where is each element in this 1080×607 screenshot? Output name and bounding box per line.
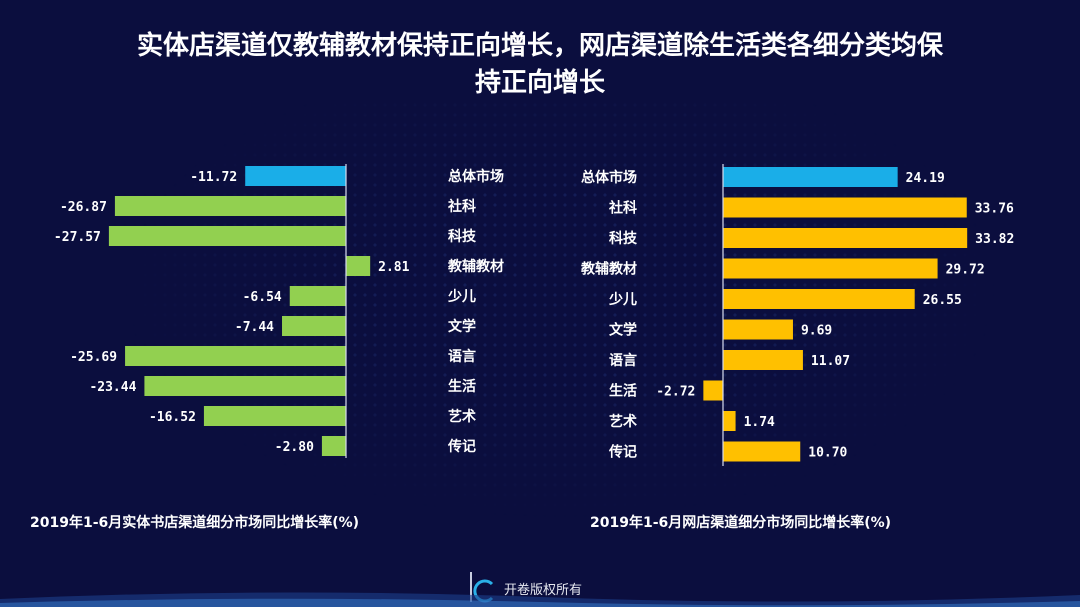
category-label: 教辅教材: [581, 261, 637, 278]
category-label: 科技: [448, 228, 477, 245]
category-label: 传记: [608, 444, 637, 461]
category-label: 少儿: [447, 288, 476, 305]
category-label: 传记: [447, 438, 476, 455]
data-label: -23.44: [89, 380, 136, 395]
bar-科技: [108, 226, 346, 246]
bar-生活: [144, 376, 346, 396]
bar-少儿: [723, 289, 915, 309]
bar-传记: [321, 436, 346, 456]
bar-教辅教材: [346, 256, 371, 276]
bar-少儿: [289, 286, 346, 306]
category-label: 总体市场: [448, 168, 504, 185]
bar-语言: [723, 350, 803, 370]
data-label: 33.76: [975, 202, 1014, 217]
data-label: 9.69: [801, 324, 832, 339]
bar-社科: [723, 197, 967, 218]
data-label: 24.19: [906, 171, 945, 186]
category-label: 社科: [447, 198, 476, 215]
bar-社科: [114, 196, 346, 216]
data-label: -2.72: [656, 385, 695, 400]
bar-生活: [703, 380, 723, 401]
bar-文学: [723, 319, 793, 340]
data-label: 33.82: [975, 232, 1014, 247]
category-label: 科技: [609, 230, 638, 247]
data-label: -2.80: [275, 440, 314, 455]
data-label: -26.87: [60, 200, 107, 215]
category-label: 社科: [608, 200, 637, 217]
bar-语言: [125, 346, 346, 366]
category-label: 文学: [448, 318, 476, 335]
category-label: 语言: [448, 348, 476, 365]
bar-艺术: [723, 411, 736, 431]
data-label: 10.70: [808, 446, 847, 461]
data-label: 26.55: [923, 293, 962, 308]
title-line-1: 实体店渠道仅教辅教材保持正向增长，网店渠道除生活类各细分类均保: [136, 31, 943, 61]
data-label: 2.81: [378, 260, 409, 275]
bar-文学: [282, 316, 346, 336]
category-label: 文学: [609, 322, 637, 339]
title-line-2: 持正向增长: [474, 68, 605, 98]
bar-传记: [723, 441, 801, 462]
bar-艺术: [203, 406, 346, 426]
data-label: 1.74: [744, 415, 775, 430]
bar-科技: [723, 228, 968, 248]
data-label: -27.57: [54, 230, 101, 245]
bar-教辅教材: [723, 258, 938, 279]
data-label: -16.52: [149, 410, 196, 425]
data-label: 11.07: [811, 354, 850, 369]
left-chart-caption: 2019年1-6月实体书店渠道细分市场同比增长率(%): [30, 515, 360, 531]
category-label: 语言: [609, 352, 637, 369]
right-chart-caption: 2019年1-6月网店渠道细分市场同比增长率(%): [590, 515, 892, 531]
category-label: 艺术: [448, 408, 476, 425]
copyright-text: 开卷版权所有: [504, 582, 583, 598]
category-label: 少儿: [608, 291, 637, 308]
category-label: 总体市场: [581, 169, 637, 186]
category-label: 艺术: [609, 413, 637, 430]
data-label: -25.69: [70, 350, 117, 365]
category-label: 生活: [448, 378, 476, 395]
category-label: 教辅教材: [448, 258, 504, 275]
bar-总体市场: [245, 166, 346, 186]
page-title: 实体店渠道仅教辅教材保持正向增长，网店渠道除生活类各细分类均保 持正向增长: [40, 28, 1040, 102]
category-label: 生活: [609, 383, 637, 400]
bottom-wave-decoration: [0, 592, 1080, 607]
data-label: -6.54: [243, 290, 282, 305]
data-label: -11.72: [190, 170, 237, 185]
data-label: -7.44: [235, 320, 274, 335]
data-label: 29.72: [946, 263, 985, 278]
bar-总体市场: [723, 167, 898, 187]
